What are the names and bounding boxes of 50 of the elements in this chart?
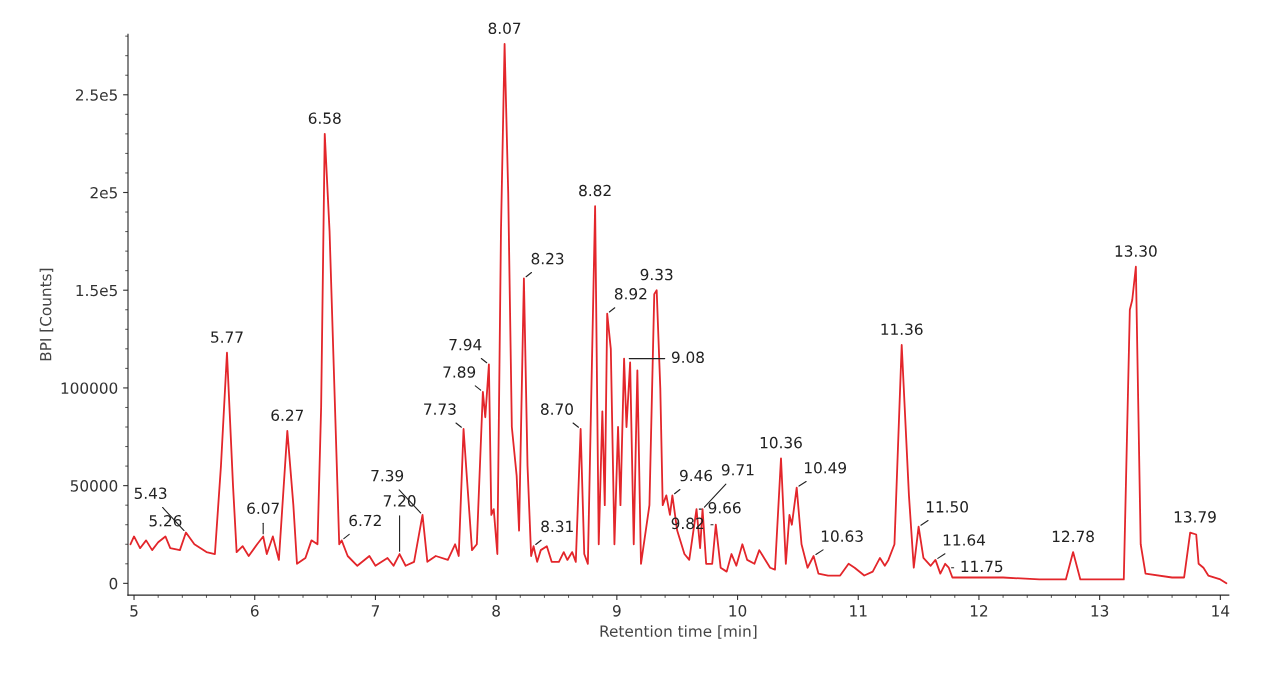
annotation: 7.89: [443, 366, 476, 378]
y-tick-label: 100000: [61, 382, 118, 394]
annotation: 5.77: [211, 331, 243, 343]
y-tick-label: 2e5: [90, 186, 117, 199]
annotation: 10.63: [821, 530, 863, 542]
annotation: 11.36: [881, 323, 923, 336]
annotation: 11.75: [961, 560, 1003, 573]
annotation: 7.94: [449, 338, 482, 351]
annotation: 12.78: [1052, 530, 1094, 543]
x-tick-label: 8: [492, 605, 500, 617]
annotation: 9.46: [679, 469, 713, 482]
x-tick-label: 9: [612, 605, 621, 617]
y-tick-label: 50000: [70, 480, 118, 492]
x-tick-label: 10: [729, 605, 747, 617]
annotation: 5.43: [134, 487, 167, 500]
annotation: 8.70: [540, 403, 573, 415]
x-tick-label: 11: [850, 605, 867, 617]
annotation: 7.39: [371, 469, 404, 482]
x-tick-label: 7: [371, 605, 379, 617]
annotation: 11.50: [926, 501, 968, 513]
x-tick-label: 14: [1212, 605, 1230, 617]
annotation: 11.64: [943, 534, 986, 546]
x-tick-label: 6: [250, 605, 259, 617]
annotation: 7.73: [424, 403, 456, 415]
y-axis-title: BPI [Counts]: [39, 268, 54, 361]
annotation: 9.71: [721, 464, 754, 476]
x-tick-label: 5: [130, 605, 138, 617]
annotation: 6.27: [271, 409, 304, 422]
annotation: 8.92: [614, 288, 647, 300]
annotation: 8.07: [488, 22, 521, 35]
annotation: 8.31: [541, 520, 573, 533]
annotation: 10.36: [760, 436, 802, 449]
annotation: 10.49: [805, 461, 847, 474]
line-series: [129, 43, 1228, 585]
x-axis-title: Retention time [min]: [600, 625, 757, 639]
annotation: 13.30: [1115, 245, 1157, 257]
annotation: 6.58: [308, 112, 341, 124]
annotation: 8.82: [579, 184, 611, 197]
annotation: 6.72: [349, 514, 381, 527]
annotation: 9.66: [708, 501, 741, 514]
annotation: 9.08: [671, 351, 704, 364]
y-tick-label: 2.5e5: [75, 89, 117, 101]
x-tick-label: 12: [970, 605, 988, 617]
y-tick-label: 0: [109, 577, 118, 590]
x-tick-label: 13: [1091, 605, 1109, 617]
annotation: 6.07: [247, 502, 279, 515]
annotation: 8.23: [531, 252, 564, 265]
annotation: 9.33: [640, 268, 673, 281]
annotation: 13.79: [1174, 511, 1216, 523]
y-tick-label: 1.5e5: [76, 284, 117, 297]
